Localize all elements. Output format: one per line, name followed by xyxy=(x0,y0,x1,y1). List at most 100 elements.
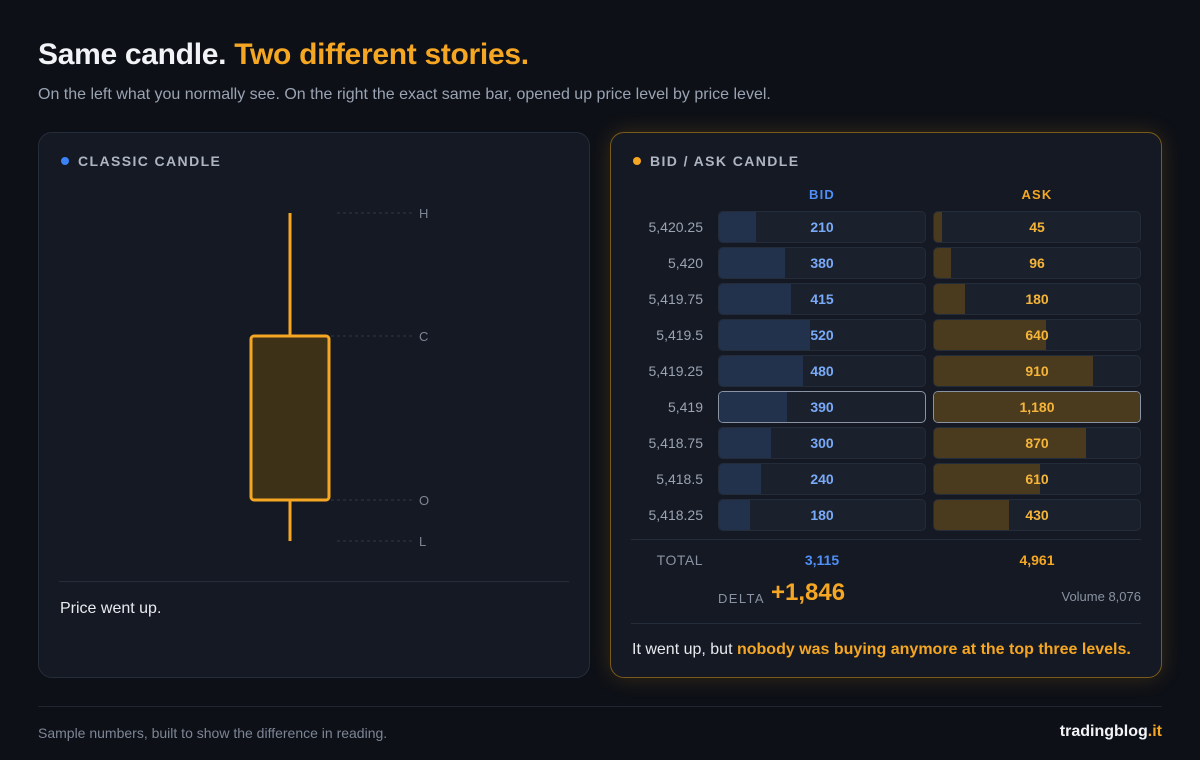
caption-plain: It went up, but xyxy=(632,641,733,658)
bid-volume-value: 415 xyxy=(810,291,834,307)
open-label: O xyxy=(419,493,429,508)
bid-cell: 480 xyxy=(718,355,926,387)
totals-separator xyxy=(631,539,1141,540)
low-label: L xyxy=(419,534,426,549)
total-bid: 3,115 xyxy=(804,552,840,568)
ask-volume-bar xyxy=(934,320,1046,350)
bid-volume-bar xyxy=(719,428,772,458)
blue-dot-icon xyxy=(61,157,69,165)
ask-volume-value: 430 xyxy=(1025,507,1049,523)
bid-volume-bar xyxy=(719,284,792,314)
price-level: 5,419.25 xyxy=(648,363,704,379)
close-label: C xyxy=(419,329,428,344)
ask-cell: 910 xyxy=(933,355,1141,387)
ask-volume-bar xyxy=(934,464,1041,494)
price-level: 5,419.75 xyxy=(648,291,704,307)
brand-main: tradingblog xyxy=(1059,723,1148,740)
footer-note: Sample numbers, built to show the differ… xyxy=(38,725,388,741)
bid-volume-value: 210 xyxy=(810,219,834,235)
ask-volume-bar xyxy=(934,284,966,314)
high-label: H xyxy=(419,206,428,221)
bid-cell: 520 xyxy=(718,319,926,351)
bid-cell: 380 xyxy=(718,247,926,279)
bid-volume-bar xyxy=(719,212,756,242)
delta-value: +1,846 xyxy=(771,579,846,606)
footer-divider xyxy=(38,706,1162,707)
ask-volume-value: 180 xyxy=(1025,291,1049,307)
price-level: 5,418.25 xyxy=(648,507,704,523)
ask-volume-value: 640 xyxy=(1025,327,1049,343)
delta-label: DELTA xyxy=(718,591,765,606)
bid-volume-bar xyxy=(719,392,788,422)
ask-column-header: ASK xyxy=(1021,187,1053,202)
price-level: 5,418.75 xyxy=(648,435,704,451)
ask-volume-value: 910 xyxy=(1025,363,1049,379)
classic-candle-heading: CLASSIC CANDLE xyxy=(61,153,221,169)
bid-ask-caption: It went up, but nobody was buying anymor… xyxy=(632,641,1131,659)
orange-dot-icon xyxy=(633,157,641,165)
page-subtitle: On the left what you normally see. On th… xyxy=(38,86,771,103)
ask-volume-bar xyxy=(934,248,951,278)
price-level: 5,418.5 xyxy=(656,471,703,487)
ladder-row: 5,419.5 520 640 xyxy=(611,319,1163,351)
page-title: Same candle. Two different stories. xyxy=(38,38,529,72)
caption-highlight: nobody was buying anymore at the top thr… xyxy=(736,641,1131,658)
ask-cell: 1,180 xyxy=(933,391,1141,423)
bid-volume-bar xyxy=(719,356,803,386)
bid-volume-bar xyxy=(719,464,761,494)
bid-ask-title: BID / ASK CANDLE xyxy=(650,153,800,169)
ladder-row: 5,420 380 96 xyxy=(611,247,1163,279)
bid-cell: 180 xyxy=(718,499,926,531)
ask-cell: 180 xyxy=(933,283,1141,315)
ask-volume-bar xyxy=(934,212,942,242)
bid-ask-heading: BID / ASK CANDLE xyxy=(633,153,799,169)
bid-column-header: BID xyxy=(809,187,835,202)
title-accent: Two different stories. xyxy=(234,38,529,71)
candle-chart: H C O L xyxy=(249,206,429,549)
bid-cell: 300 xyxy=(718,427,926,459)
price-level: 5,419.5 xyxy=(656,327,703,343)
bid-ask-candle-panel: BID / ASK CANDLE BID ASK 5,420.25 210 45 5,… xyxy=(610,132,1162,678)
classic-candle-title: CLASSIC CANDLE xyxy=(78,153,222,169)
ask-volume-value: 45 xyxy=(1029,219,1045,235)
brand-accent: .it xyxy=(1147,723,1162,740)
ladder-row: 5,418.5 240 610 xyxy=(611,463,1163,495)
volume-readout: Volume 8,076 xyxy=(1061,589,1141,604)
bid-volume-bar xyxy=(719,248,786,278)
bid-volume-bar xyxy=(719,500,751,530)
bid-cell: 390 xyxy=(718,391,926,423)
bid-volume-value: 300 xyxy=(810,435,834,451)
ask-volume-bar xyxy=(934,428,1086,458)
brand-logo[interactable]: tradingblog.it xyxy=(1060,723,1162,741)
ask-volume-bar xyxy=(934,500,1010,530)
bid-volume-value: 390 xyxy=(810,399,834,415)
ask-volume-value: 1,180 xyxy=(1019,399,1055,415)
ask-cell: 96 xyxy=(933,247,1141,279)
price-level: 5,419 xyxy=(667,399,703,415)
ask-volume-value: 610 xyxy=(1025,471,1049,487)
ladder-row: 5,418.25 180 430 xyxy=(611,499,1163,531)
ask-volume-value: 96 xyxy=(1029,255,1045,271)
ask-cell: 640 xyxy=(933,319,1141,351)
caption-separator xyxy=(631,623,1141,624)
ask-volume-bar xyxy=(934,356,1093,386)
ask-cell: 870 xyxy=(933,427,1141,459)
classic-divider xyxy=(59,581,569,582)
ladder-row: 5,419.75 415 180 xyxy=(611,283,1163,315)
bid-volume-value: 240 xyxy=(810,471,834,487)
ladder-row: 5,418.75 300 870 xyxy=(611,427,1163,459)
bid-volume-bar xyxy=(719,320,810,350)
ladder-row: 5,419.25 480 910 xyxy=(611,355,1163,387)
ask-volume-bar xyxy=(934,392,1140,422)
bid-cell: 210 xyxy=(718,211,926,243)
classic-candle-panel: CLASSIC CANDLE H C O L Price went up. xyxy=(38,132,590,678)
bid-volume-value: 180 xyxy=(810,507,834,523)
ladder-row: 5,420.25 210 45 xyxy=(611,211,1163,243)
bid-volume-value: 380 xyxy=(810,255,834,271)
bid-volume-value: 480 xyxy=(810,363,834,379)
bid-cell: 415 xyxy=(718,283,926,315)
total-ask: 4,961 xyxy=(1019,552,1055,568)
title-main: Same candle. xyxy=(38,38,227,71)
price-level: 5,420 xyxy=(667,255,703,271)
price-level: 5,420.25 xyxy=(648,219,704,235)
